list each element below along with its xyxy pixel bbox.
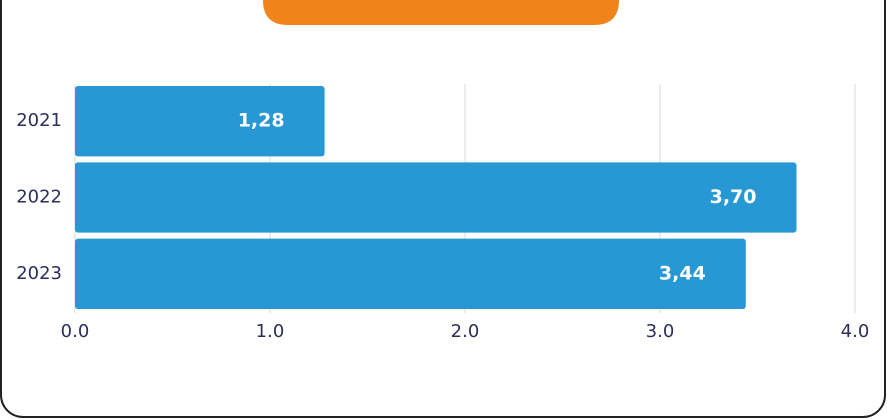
x-tick-label: 4.0 — [841, 321, 870, 342]
orange-tab — [263, 0, 619, 25]
value-label: 3,70 — [710, 186, 757, 208]
x-tick-label: 2.0 — [451, 321, 480, 342]
bar — [75, 238, 746, 309]
x-tick-label: 1.0 — [256, 321, 285, 342]
y-tick-label: 2023 — [16, 263, 62, 284]
y-tick-label: 2021 — [16, 110, 62, 131]
bar — [75, 86, 325, 157]
value-label: 1,28 — [238, 110, 285, 132]
value-label: 3,44 — [659, 262, 706, 284]
x-tick-label: 0.0 — [61, 321, 90, 342]
y-tick-label: 2022 — [16, 187, 62, 208]
x-tick-label: 3.0 — [646, 321, 675, 342]
bar — [75, 162, 797, 233]
